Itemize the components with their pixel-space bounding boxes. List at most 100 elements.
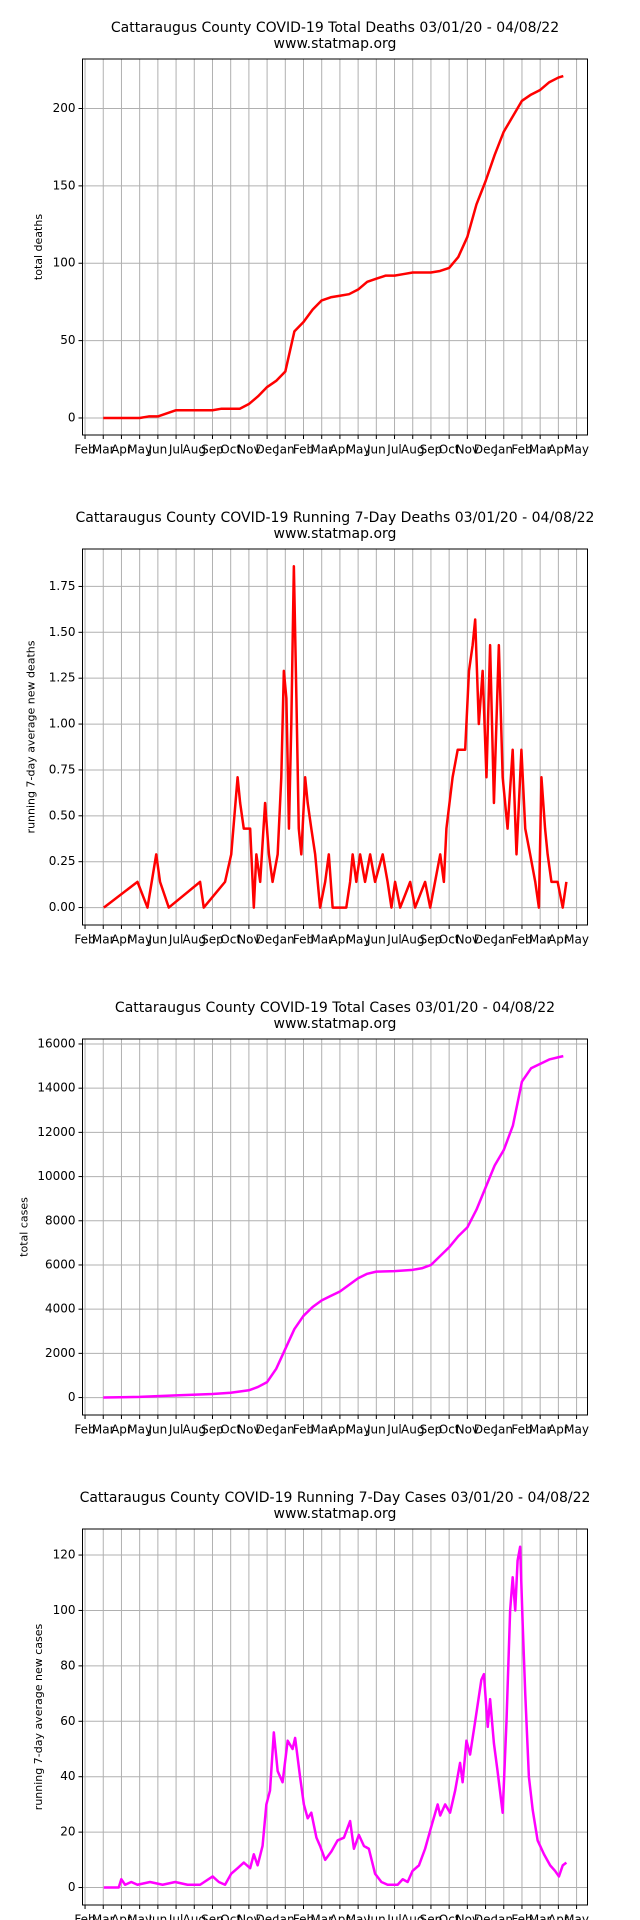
x-tick-label: Jan bbox=[275, 443, 295, 457]
y-tick-label: 50 bbox=[60, 333, 75, 347]
chart-subtitle: www.statmap.org bbox=[274, 1016, 397, 1032]
x-tick-label: Jan bbox=[275, 1913, 295, 1920]
x-tick-label: May bbox=[564, 1423, 589, 1437]
x-tick-label: Aug bbox=[401, 933, 424, 947]
x-tick-label: Oct bbox=[220, 1423, 241, 1437]
x-tick-label: Jan bbox=[275, 933, 295, 947]
y-tick-label: 1.00 bbox=[49, 717, 76, 731]
y-tick-label: 0 bbox=[68, 1390, 76, 1404]
x-tick-label: Oct bbox=[439, 443, 460, 457]
x-tick-label: Oct bbox=[220, 1913, 241, 1920]
chart-subtitle: www.statmap.org bbox=[274, 1506, 397, 1522]
y-tick-label: 0.00 bbox=[49, 900, 76, 914]
x-tick-label: Apr bbox=[111, 933, 132, 947]
x-tick-label: Mar bbox=[529, 1913, 552, 1920]
x-tick-label: May bbox=[127, 1913, 152, 1920]
y-tick-label: 1.75 bbox=[49, 579, 76, 593]
y-tick-label: 20 bbox=[60, 1825, 75, 1839]
x-tick-label: Aug bbox=[401, 443, 424, 457]
chart-subtitle: www.statmap.org bbox=[274, 526, 397, 542]
y-tick-label: 200 bbox=[53, 101, 76, 115]
x-tick-label: Nov bbox=[237, 933, 260, 947]
x-tick-label: Jun bbox=[147, 443, 167, 457]
x-tick-label: Apr bbox=[548, 443, 569, 457]
y-tick-label: 0 bbox=[68, 410, 76, 424]
x-tick-label: Jun bbox=[366, 1913, 386, 1920]
x-tick-label: Feb bbox=[511, 1423, 532, 1437]
x-tick-label: Aug bbox=[401, 1423, 424, 1437]
x-tick-label: Jan bbox=[494, 1913, 514, 1920]
plot-frame bbox=[82, 58, 588, 436]
x-tick-label: Mar bbox=[92, 443, 115, 457]
chart: Cattaraugus County COVID-19 Total Deaths… bbox=[32, 20, 589, 457]
x-tick-label: Dec bbox=[255, 1913, 278, 1920]
x-tick-label: Dec bbox=[474, 443, 497, 457]
y-tick-label: 120 bbox=[53, 1548, 76, 1562]
x-tick-label: Apr bbox=[111, 443, 132, 457]
x-tick-label: Nov bbox=[456, 933, 479, 947]
x-tick-label: Mar bbox=[92, 933, 115, 947]
chart: Cattaraugus County COVID-19 Running 7-Da… bbox=[25, 510, 595, 947]
x-tick-label: Jul bbox=[168, 933, 183, 947]
x-tick-label: Jan bbox=[494, 1423, 514, 1437]
x-tick-label: Jun bbox=[366, 1423, 386, 1437]
x-tick-label: May bbox=[127, 1423, 152, 1437]
x-tick-label: Apr bbox=[111, 1913, 132, 1920]
chart-title: Cattaraugus County COVID-19 Total Cases … bbox=[115, 1000, 555, 1016]
y-tick-label: 0.75 bbox=[49, 762, 76, 776]
x-tick-label: Feb bbox=[293, 1423, 314, 1437]
data-line bbox=[103, 565, 568, 909]
x-tick-label: Feb bbox=[293, 1913, 314, 1920]
x-tick-label: Jun bbox=[147, 933, 167, 947]
y-tick-label: 1.50 bbox=[49, 625, 76, 639]
y-tick-label: 14000 bbox=[37, 1081, 75, 1095]
y-tick-label: 150 bbox=[53, 178, 76, 192]
x-tick-label: Nov bbox=[237, 1913, 260, 1920]
x-tick-label: Sep bbox=[420, 933, 443, 947]
x-tick-label: Sep bbox=[420, 443, 443, 457]
y-tick-label: 12000 bbox=[37, 1125, 75, 1139]
chart-subtitle: www.statmap.org bbox=[274, 36, 397, 52]
x-tick-label: Dec bbox=[474, 1913, 497, 1920]
x-tick-label: Feb bbox=[293, 443, 314, 457]
x-tick-label: Dec bbox=[255, 443, 278, 457]
x-tick-label: Jul bbox=[168, 1913, 183, 1920]
x-tick-label: May bbox=[127, 933, 152, 947]
x-tick-label: Mar bbox=[92, 1423, 115, 1437]
y-tick-label: 4000 bbox=[45, 1302, 76, 1316]
x-tick-label: Mar bbox=[310, 1913, 333, 1920]
x-tick-label: Aug bbox=[183, 443, 206, 457]
x-tick-label: Jul bbox=[168, 443, 183, 457]
x-tick-label: Oct bbox=[439, 1423, 460, 1437]
x-tick-label: Apr bbox=[330, 1423, 351, 1437]
x-tick-label: Jul bbox=[386, 933, 401, 947]
x-tick-label: May bbox=[346, 443, 371, 457]
x-tick-label: Jul bbox=[386, 443, 401, 457]
y-axis-label: total cases bbox=[18, 1197, 31, 1257]
x-tick-label: Feb bbox=[293, 933, 314, 947]
x-tick-label: Mar bbox=[529, 1423, 552, 1437]
x-tick-label: Jan bbox=[494, 443, 514, 457]
data-line bbox=[103, 1054, 564, 1399]
x-tick-label: Nov bbox=[456, 1913, 479, 1920]
x-tick-label: Apr bbox=[330, 933, 351, 947]
x-tick-label: Dec bbox=[255, 933, 278, 947]
x-tick-label: Oct bbox=[439, 1913, 460, 1920]
x-tick-label: Nov bbox=[237, 443, 260, 457]
x-tick-label: Jun bbox=[147, 1913, 167, 1920]
x-tick-label: Sep bbox=[420, 1913, 443, 1920]
y-tick-label: 16000 bbox=[37, 1036, 75, 1050]
x-tick-label: Sep bbox=[201, 1423, 224, 1437]
x-tick-label: Oct bbox=[220, 933, 241, 947]
x-tick-label: Apr bbox=[548, 933, 569, 947]
y-tick-label: 0 bbox=[68, 1880, 76, 1894]
x-tick-label: Feb bbox=[74, 1423, 95, 1437]
x-tick-label: Aug bbox=[401, 1913, 424, 1920]
x-tick-label: Apr bbox=[548, 1913, 569, 1920]
x-tick-label: Feb bbox=[511, 443, 532, 457]
chart-title: Cattaraugus County COVID-19 Running 7-Da… bbox=[76, 510, 595, 526]
chart-title: Cattaraugus County COVID-19 Running 7-Da… bbox=[80, 1490, 591, 1506]
x-tick-label: Apr bbox=[548, 1423, 569, 1437]
x-tick-label: Sep bbox=[201, 443, 224, 457]
y-tick-label: 100 bbox=[53, 256, 76, 270]
